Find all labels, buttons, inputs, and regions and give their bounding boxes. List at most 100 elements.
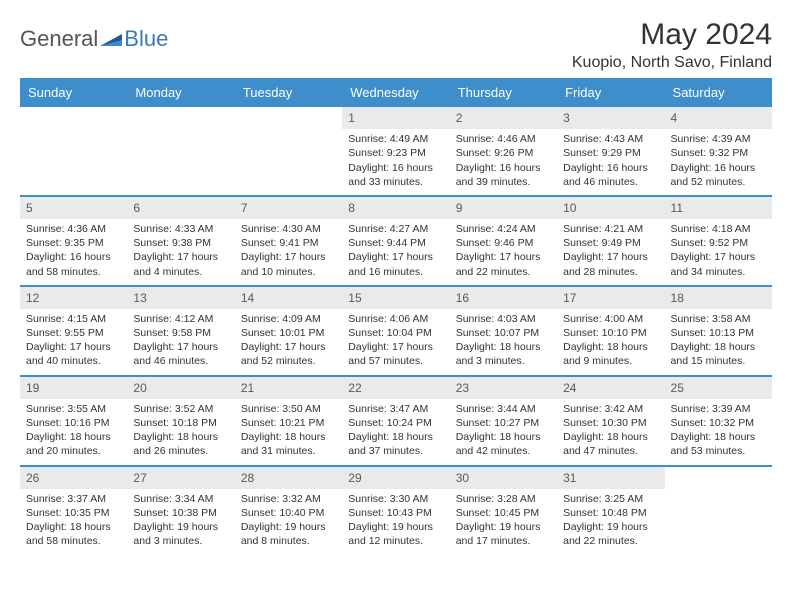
calendar-week-row: 19Sunrise: 3:55 AMSunset: 10:16 PMDaylig… [20, 376, 772, 466]
daylight-line: Daylight: 16 hours and 58 minutes. [26, 250, 121, 278]
day-body: Sunrise: 3:25 AMSunset: 10:48 PMDaylight… [557, 489, 664, 555]
sunset-line: Sunset: 10:01 PM [241, 326, 336, 340]
daylight-line: Daylight: 18 hours and 53 minutes. [671, 430, 766, 458]
day-number: 1 [342, 107, 449, 129]
day-body: Sunrise: 3:52 AMSunset: 10:18 PMDaylight… [127, 399, 234, 465]
calendar-day-cell: 5Sunrise: 4:36 AMSunset: 9:35 PMDaylight… [20, 196, 127, 286]
calendar-day-cell: 26Sunrise: 3:37 AMSunset: 10:35 PMDaylig… [20, 466, 127, 555]
day-number: 10 [557, 197, 664, 219]
weekday-header: Wednesday [342, 79, 449, 106]
month-title: May 2024 [572, 18, 772, 52]
daylight-line: Daylight: 18 hours and 37 minutes. [348, 430, 443, 458]
day-number: 17 [557, 287, 664, 309]
sunset-line: Sunset: 10:07 PM [456, 326, 551, 340]
day-number: 21 [235, 377, 342, 399]
day-body: Sunrise: 3:39 AMSunset: 10:32 PMDaylight… [665, 399, 772, 465]
calendar-day-cell: 29Sunrise: 3:30 AMSunset: 10:43 PMDaylig… [342, 466, 449, 555]
logo-text-left: General [20, 26, 98, 52]
day-number: 16 [450, 287, 557, 309]
calendar-blank-cell [235, 106, 342, 196]
day-body: Sunrise: 4:24 AMSunset: 9:46 PMDaylight:… [450, 219, 557, 285]
logo-text-right: Blue [124, 26, 168, 52]
sunrise-line: Sunrise: 4:30 AM [241, 222, 336, 236]
sunrise-line: Sunrise: 3:39 AM [671, 402, 766, 416]
day-number: 11 [665, 197, 772, 219]
day-number: 26 [20, 467, 127, 489]
title-block: May 2024 Kuopio, North Savo, Finland [572, 18, 772, 72]
day-body: Sunrise: 4:36 AMSunset: 9:35 PMDaylight:… [20, 219, 127, 285]
sunrise-line: Sunrise: 3:28 AM [456, 492, 551, 506]
sunrise-line: Sunrise: 3:44 AM [456, 402, 551, 416]
sunset-line: Sunset: 10:45 PM [456, 506, 551, 520]
day-number: 15 [342, 287, 449, 309]
day-number: 28 [235, 467, 342, 489]
calendar-day-cell: 6Sunrise: 4:33 AMSunset: 9:38 PMDaylight… [127, 196, 234, 286]
calendar-day-cell: 10Sunrise: 4:21 AMSunset: 9:49 PMDayligh… [557, 196, 664, 286]
calendar-day-cell: 2Sunrise: 4:46 AMSunset: 9:26 PMDaylight… [450, 106, 557, 196]
sunset-line: Sunset: 10:40 PM [241, 506, 336, 520]
daylight-line: Daylight: 18 hours and 42 minutes. [456, 430, 551, 458]
day-body: Sunrise: 4:33 AMSunset: 9:38 PMDaylight:… [127, 219, 234, 285]
calendar-table: SundayMondayTuesdayWednesdayThursdayFrid… [20, 78, 772, 554]
calendar-day-cell: 21Sunrise: 3:50 AMSunset: 10:21 PMDaylig… [235, 376, 342, 466]
logo: General Blue [20, 18, 168, 52]
daylight-line: Daylight: 16 hours and 46 minutes. [563, 161, 658, 189]
day-body: Sunrise: 3:28 AMSunset: 10:45 PMDaylight… [450, 489, 557, 555]
calendar-day-cell: 23Sunrise: 3:44 AMSunset: 10:27 PMDaylig… [450, 376, 557, 466]
calendar-week-row: 12Sunrise: 4:15 AMSunset: 9:55 PMDayligh… [20, 286, 772, 376]
sunset-line: Sunset: 10:24 PM [348, 416, 443, 430]
location-subtitle: Kuopio, North Savo, Finland [572, 54, 772, 72]
day-number: 8 [342, 197, 449, 219]
day-body: Sunrise: 4:00 AMSunset: 10:10 PMDaylight… [557, 309, 664, 375]
day-number: 19 [20, 377, 127, 399]
sunrise-line: Sunrise: 4:43 AM [563, 132, 658, 146]
sunset-line: Sunset: 10:48 PM [563, 506, 658, 520]
day-number: 5 [20, 197, 127, 219]
daylight-line: Daylight: 19 hours and 8 minutes. [241, 520, 336, 548]
day-number: 29 [342, 467, 449, 489]
day-number: 14 [235, 287, 342, 309]
calendar-day-cell: 31Sunrise: 3:25 AMSunset: 10:48 PMDaylig… [557, 466, 664, 555]
calendar-body: 1 Sunrise: 4:49 AMSunset: 9:23 PM Daylight… [20, 106, 772, 554]
day-body: Sunrise: 3:55 AMSunset: 10:16 PMDaylight… [20, 399, 127, 465]
sunrise-line: Sunrise: 4:39 AM [671, 132, 766, 146]
calendar-blank-cell [127, 106, 234, 196]
daylight-line: Daylight: 17 hours and 28 minutes. [563, 250, 658, 278]
calendar-day-cell: 11Sunrise: 4:18 AMSunset: 9:52 PMDayligh… [665, 196, 772, 286]
sunset-line: Sunset: 9:44 PM [348, 236, 443, 250]
day-body: Sunrise: 4:15 AMSunset: 9:55 PMDaylight:… [20, 309, 127, 375]
day-body: Sunrise: 4:09 AMSunset: 10:01 PMDaylight… [235, 309, 342, 375]
day-body: Sunrise: 3:44 AMSunset: 10:27 PMDaylight… [450, 399, 557, 465]
sunset-line: Sunset: 10:16 PM [26, 416, 121, 430]
calendar-day-cell: 4Sunrise: 4:39 AMSunset: 9:32 PMDaylight… [665, 106, 772, 196]
sunrise-line: Sunrise: 4:49 AM [348, 132, 443, 146]
sunrise-line: Sunrise: 4:15 AM [26, 312, 121, 326]
calendar-day-cell: 22Sunrise: 3:47 AMSunset: 10:24 PMDaylig… [342, 376, 449, 466]
day-body: Sunrise: 4:39 AMSunset: 9:32 PMDaylight:… [665, 129, 772, 195]
sunset-line: Sunset: 10:35 PM [26, 506, 121, 520]
daylight-line: Daylight: 17 hours and 16 minutes. [348, 250, 443, 278]
sunrise-line: Sunrise: 4:00 AM [563, 312, 658, 326]
day-number: 4 [665, 107, 772, 129]
daylight-line: Daylight: 18 hours and 31 minutes. [241, 430, 336, 458]
day-body: Sunrise: 3:34 AMSunset: 10:38 PMDaylight… [127, 489, 234, 555]
day-number: 3 [557, 107, 664, 129]
sunset-line: Sunset: 9:23 PM [348, 146, 443, 160]
day-body: Sunrise: 4:06 AMSunset: 10:04 PMDaylight… [342, 309, 449, 375]
day-number: 31 [557, 467, 664, 489]
day-body: Sunrise: 3:32 AMSunset: 10:40 PMDaylight… [235, 489, 342, 555]
sunrise-line: Sunrise: 3:47 AM [348, 402, 443, 416]
sunset-line: Sunset: 9:38 PM [133, 236, 228, 250]
sunrise-line: Sunrise: 4:33 AM [133, 222, 228, 236]
day-body: Sunrise: 3:37 AMSunset: 10:35 PMDaylight… [20, 489, 127, 555]
sunset-line: Sunset: 10:10 PM [563, 326, 658, 340]
day-number: 6 [127, 197, 234, 219]
calendar-day-cell: 24Sunrise: 3:42 AMSunset: 10:30 PMDaylig… [557, 376, 664, 466]
header: General Blue May 2024 Kuopio, North Savo… [20, 18, 772, 72]
calendar-day-cell: 1Sunrise: 4:49 AMSunset: 9:23 PMDaylight… [342, 106, 449, 196]
sunset-line: Sunset: 9:41 PM [241, 236, 336, 250]
daylight-line: Daylight: 17 hours and 52 minutes. [241, 340, 336, 368]
sunset-line: Sunset: 10:30 PM [563, 416, 658, 430]
calendar-week-row: 5Sunrise: 4:36 AMSunset: 9:35 PMDaylight… [20, 196, 772, 286]
sunset-line: Sunset: 10:38 PM [133, 506, 228, 520]
